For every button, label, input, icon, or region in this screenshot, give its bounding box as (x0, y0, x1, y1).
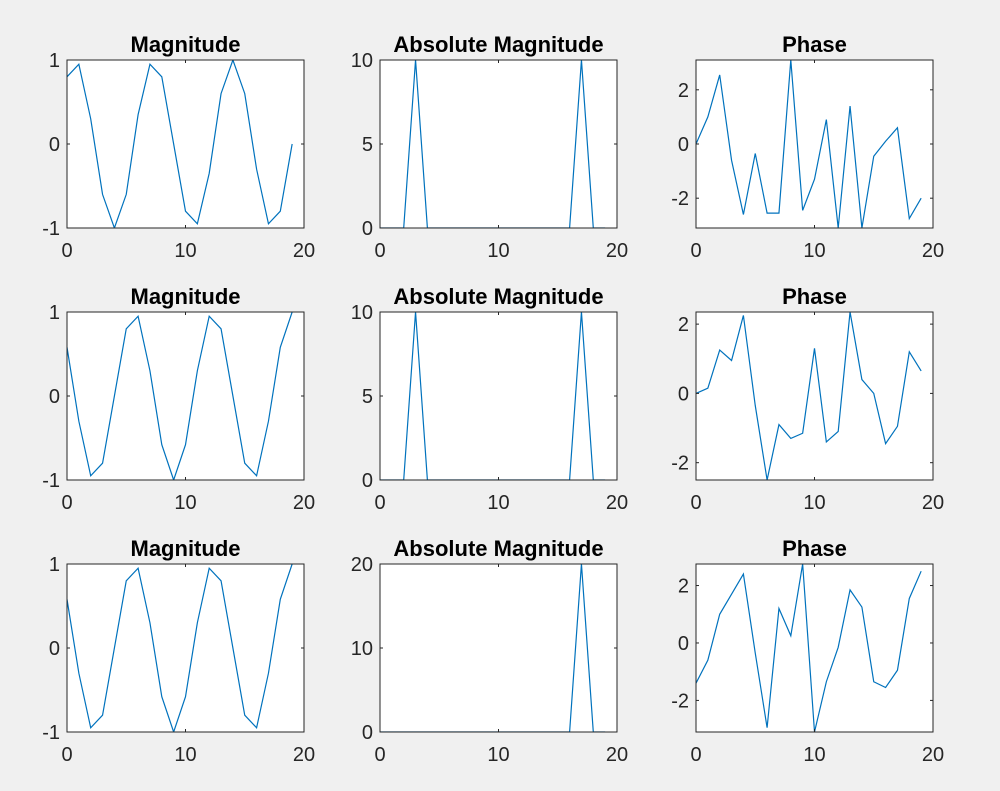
x-tick-label: 0 (690, 240, 701, 262)
x-tick-label: 10 (803, 240, 825, 262)
x-tick-label: 20 (922, 240, 944, 262)
axes-background (696, 312, 933, 480)
axes-background (380, 312, 617, 480)
x-tick-label: 20 (293, 240, 315, 262)
x-tick-label: 0 (374, 240, 385, 262)
subplot-9: 0 10 20 -2 0 2 Phase (671, 536, 944, 766)
axes-background (67, 60, 304, 228)
series-line (380, 60, 606, 228)
x-tick-label: 10 (174, 240, 196, 262)
x-tick-label: 0 (61, 744, 72, 766)
subplot-8: 0 10 20 0 10 20 Absolute Magnitude (351, 536, 628, 766)
y-tick-label: 0 (362, 722, 373, 744)
y-tick-label: -2 (671, 188, 689, 210)
x-tick-label: 20 (606, 492, 628, 514)
axes-background (696, 60, 933, 228)
x-tick-label: 10 (174, 492, 196, 514)
x-tick-label: 0 (61, 240, 72, 262)
subplot-title: Phase (782, 536, 847, 561)
x-tick-label: 0 (61, 492, 72, 514)
y-tick-label: 0 (49, 134, 60, 156)
x-tick-label: 0 (374, 744, 385, 766)
x-tick-label: 20 (293, 744, 315, 766)
subplot-title: Phase (782, 32, 847, 57)
x-tick-label: 10 (803, 744, 825, 766)
y-tick-label: -1 (42, 218, 60, 240)
y-tick-label: 0 (678, 134, 689, 156)
subplot-3: 0 10 20 -2 0 2 Phase (671, 32, 944, 262)
series-line (67, 564, 293, 732)
series-line (696, 312, 922, 480)
series-line (696, 60, 922, 228)
y-tick-label: 10 (351, 638, 373, 660)
x-tick-label: 20 (922, 744, 944, 766)
x-tick-label: 20 (293, 492, 315, 514)
y-tick-label: 1 (49, 302, 60, 324)
series-line (380, 312, 606, 480)
x-tick-label: 10 (487, 744, 509, 766)
y-tick-label: -1 (42, 470, 60, 492)
y-tick-label: -1 (42, 722, 60, 744)
x-tick-label: 20 (922, 492, 944, 514)
y-tick-label: 0 (49, 638, 60, 660)
y-tick-label: 0 (678, 383, 689, 405)
subplot-title: Magnitude (131, 32, 241, 57)
y-tick-label: 10 (351, 302, 373, 324)
subplot-title: Absolute Magnitude (393, 536, 603, 561)
y-tick-label: 1 (49, 50, 60, 72)
axes-background (380, 60, 617, 228)
x-tick-label: 10 (174, 744, 196, 766)
axes-background (696, 564, 933, 732)
x-tick-label: 10 (487, 492, 509, 514)
x-tick-label: 10 (803, 492, 825, 514)
axes-background (67, 312, 304, 480)
y-tick-label: -2 (671, 453, 689, 475)
y-tick-label: 2 (678, 576, 689, 598)
y-tick-label: 5 (362, 386, 373, 408)
axes-background (380, 564, 617, 732)
y-tick-label: 0 (362, 470, 373, 492)
y-tick-label: 10 (351, 50, 373, 72)
subplot-title: Magnitude (131, 536, 241, 561)
series-line (67, 312, 293, 480)
y-tick-label: 1 (49, 554, 60, 576)
y-tick-label: 2 (678, 80, 689, 102)
x-tick-label: 20 (606, 240, 628, 262)
axes-background (67, 564, 304, 732)
x-tick-label: 20 (606, 744, 628, 766)
y-tick-label: 5 (362, 134, 373, 156)
y-tick-label: 0 (362, 218, 373, 240)
y-tick-label: 0 (678, 633, 689, 655)
series-line (67, 60, 293, 228)
subplot-title: Magnitude (131, 284, 241, 309)
subplot-title: Absolute Magnitude (393, 32, 603, 57)
subplot-2: 0 10 20 0 5 10 Absolute Magnitude (351, 32, 628, 262)
series-line (696, 564, 922, 732)
subplot-title: Absolute Magnitude (393, 284, 603, 309)
y-tick-label: 0 (49, 386, 60, 408)
x-tick-label: 0 (690, 492, 701, 514)
x-tick-label: 0 (374, 492, 385, 514)
x-tick-label: 0 (690, 744, 701, 766)
y-tick-label: 2 (678, 314, 689, 336)
y-tick-label: 20 (351, 554, 373, 576)
subplot-5: 0 10 20 0 5 10 Absolute Magnitude (351, 284, 628, 514)
y-tick-label: -2 (671, 690, 689, 712)
subplot-title: Phase (782, 284, 847, 309)
x-tick-label: 10 (487, 240, 509, 262)
